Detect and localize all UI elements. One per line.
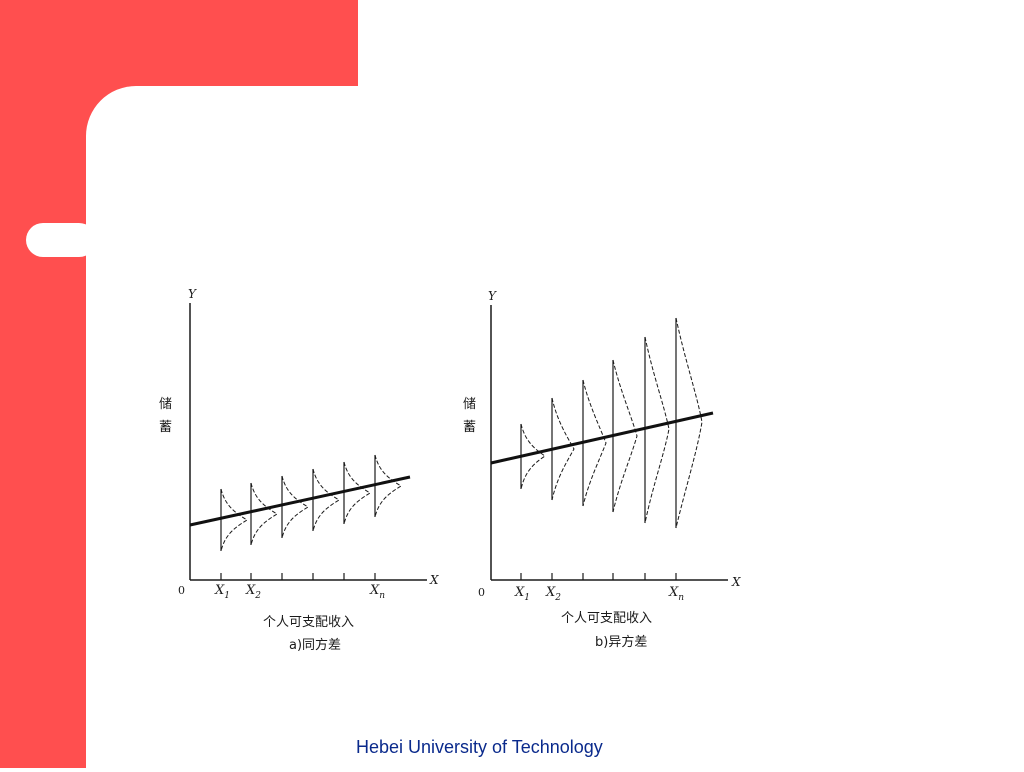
regression-line — [490, 411, 714, 465]
distribution-x5 — [343, 461, 371, 525]
distribution-curves — [220, 454, 402, 552]
savings-label-1: 储 — [159, 397, 172, 412]
savings-label-1: 储 — [463, 397, 476, 412]
distribution-x3 — [281, 475, 309, 539]
red-left-bar — [0, 0, 86, 768]
footer-institution: Hebei University of Technology — [356, 737, 603, 757]
x-axis-label: X — [429, 573, 439, 587]
distribution-x1 — [220, 488, 248, 552]
figure-caption: b)异方差 — [595, 634, 647, 650]
origin-label: 0 — [178, 584, 185, 597]
distribution-x5 — [644, 336, 670, 524]
distribution-x2 — [250, 482, 278, 546]
x-axis-title: 个人可支配收入 — [263, 615, 354, 630]
heteroscedasticity-figure: Y X 0 储 蓄 X1 X2 Xn — [463, 289, 741, 650]
savings-label-2: 蓄 — [463, 420, 476, 435]
red-corner-fill — [86, 86, 136, 136]
x-tick-label-x2: X2 — [545, 585, 561, 603]
origin-label: 0 — [478, 586, 485, 599]
x-axis-label: X — [731, 575, 741, 589]
distribution-xn — [374, 454, 402, 518]
x-axis-title: 个人可支配收入 — [561, 611, 652, 626]
distribution-xn — [675, 317, 703, 529]
y-axis-label: Y — [488, 289, 497, 303]
distribution-x4 — [312, 468, 340, 532]
figure-caption: a)同方差 — [289, 637, 341, 653]
x-tick-label-x2: X2 — [245, 583, 261, 601]
x-tick-label-x1: X1 — [214, 583, 230, 601]
x-ticks — [220, 573, 376, 580]
x-tick-label-xn: Xn — [369, 583, 385, 601]
homoscedasticity-figure: Y X 0 储 蓄 X1 X2 Xn — [159, 287, 439, 653]
y-axis-label: Y — [188, 287, 197, 301]
x-ticks — [520, 573, 677, 580]
x-tick-label-x1: X1 — [514, 585, 530, 603]
decorative-frame — [0, 0, 358, 768]
x-tick-label-xn: Xn — [668, 585, 684, 603]
savings-label-2: 蓄 — [159, 420, 172, 435]
regression-line — [189, 475, 411, 527]
red-tab — [26, 223, 96, 257]
